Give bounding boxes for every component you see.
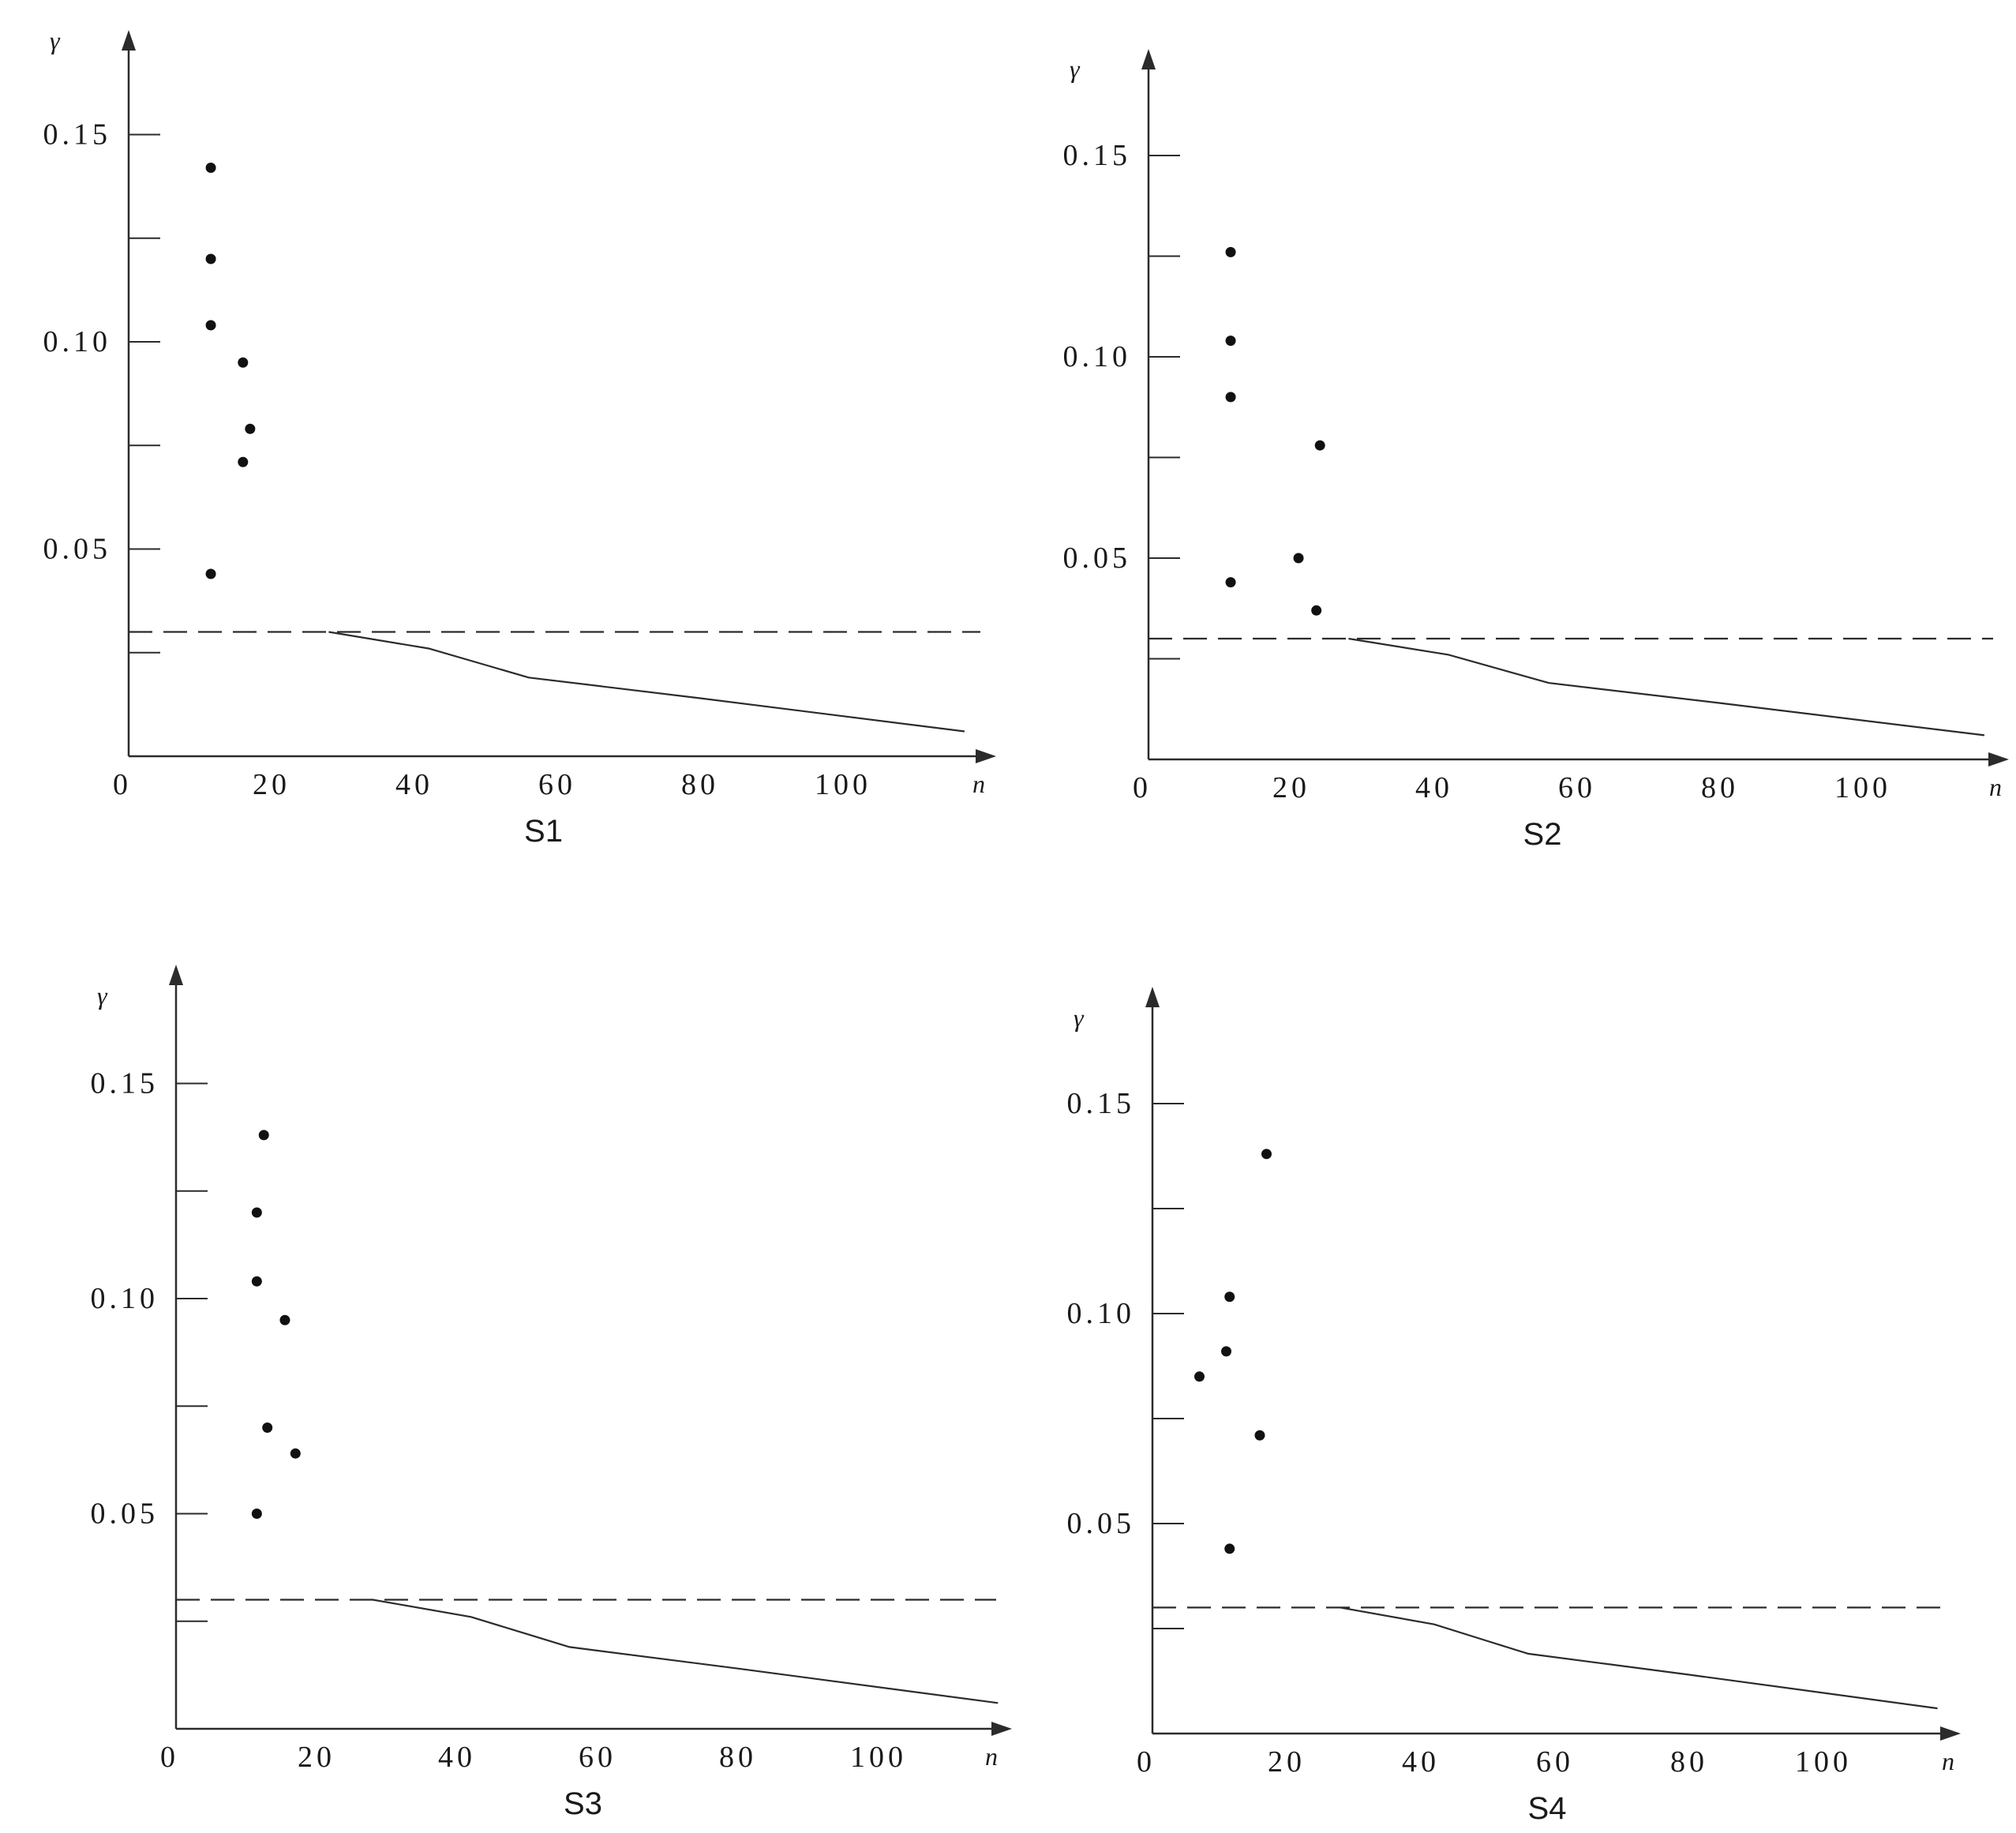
x-tick-label: 0 [160,1741,179,1774]
data-point [1225,392,1236,403]
x-tick-label: 40 [1402,1745,1440,1779]
data-point [205,568,216,579]
y-tick-label: 0.05 [1063,542,1132,575]
panel-s2: n γ 0.05 0.10 0.15 0 20 40 60 80 100 S2 [1063,49,2009,852]
y-tick-label: 0.15 [1067,1087,1136,1120]
x-tick-label: 20 [298,1741,335,1774]
data-point [1225,577,1236,588]
panel-title: S4 [1528,1791,1567,1826]
data-point [205,253,216,264]
data-point [238,357,249,368]
panel-title: S2 [1523,817,1562,852]
panel-title: S3 [564,1786,602,1821]
x-tick-label: 40 [438,1741,476,1774]
x-axis-label: n [972,770,985,798]
data-point [1221,1346,1231,1357]
y-tick-label: 0.15 [1063,139,1132,172]
y-tick-label: 0.10 [43,325,112,358]
panel-title: S1 [524,814,563,849]
data-point [1224,1291,1235,1303]
x-axis-arrow-icon [1988,752,2009,767]
x-tick-label: 100 [1795,1745,1852,1779]
data-point [1311,605,1322,616]
decay-curve [1348,637,1985,737]
x-tick-label: 40 [1415,771,1453,804]
data-point [205,320,216,331]
x-tick-label: 20 [1272,771,1310,804]
x-tick-label: 0 [1133,771,1152,804]
x-tick-label: 100 [1834,771,1891,804]
y-axis-arrow-icon [122,30,136,51]
decay-curve [373,1599,999,1704]
x-tick-label: 60 [538,768,576,801]
data-point [279,1314,290,1325]
data-point [1224,1543,1235,1554]
data-point [1314,440,1325,451]
panel-s1: n γ 0.05 0.10 0.15 0 20 40 60 80 100 S1 [43,26,996,849]
decay-curve [1340,1606,1938,1710]
y-tick-label: 0.15 [91,1067,159,1100]
x-axis-label: n [1989,773,2002,801]
y-axis-arrow-icon [169,965,183,985]
x-tick-label: 0 [1137,1745,1156,1779]
x-tick-label: 100 [850,1741,907,1774]
x-axis-arrow-icon [991,1722,1012,1736]
x-tick-label: 100 [815,768,871,801]
y-tick-label: 0.05 [1067,1507,1136,1540]
x-tick-label: 60 [1536,1745,1574,1779]
data-point [1194,1371,1205,1382]
y-tick-label: 0.10 [1063,340,1132,373]
panel-s3: n γ 0.05 0.10 0.15 0 20 40 60 80 100 S3 [91,965,1012,1821]
x-tick-label: 80 [1670,1745,1708,1779]
data-point [251,1509,262,1519]
data-point [205,163,216,173]
x-tick-label: 60 [1558,771,1596,804]
x-tick-label: 20 [1268,1745,1306,1779]
x-axis-arrow-icon [976,749,996,763]
y-tick-label: 0.15 [43,118,112,152]
data-point [1261,1149,1272,1160]
data-point [1225,246,1236,257]
x-tick-label: 60 [579,1741,616,1774]
y-axis-arrow-icon [1141,49,1156,69]
x-tick-label: 80 [1701,771,1739,804]
y-tick-label: 0.10 [91,1282,159,1315]
x-tick-label: 80 [719,1741,757,1774]
data-point [251,1276,262,1287]
data-point [245,423,256,434]
y-axis-label: γ [50,26,61,54]
data-point [251,1207,262,1218]
x-tick-label: 80 [681,768,719,801]
y-tick-label: 0.10 [1067,1297,1136,1330]
data-point [1225,335,1236,347]
y-tick-label: 0.05 [91,1498,159,1531]
data-point [238,456,249,467]
y-tick-label: 0.05 [43,533,112,566]
x-axis-label: n [985,1742,998,1771]
y-axis-arrow-icon [1145,987,1160,1007]
y-axis-label: γ [97,981,108,1010]
x-tick-label: 0 [113,768,132,801]
x-tick-label: 40 [395,768,433,801]
x-axis-arrow-icon [1940,1726,1961,1741]
data-point [258,1130,269,1141]
data-point [1293,553,1304,564]
data-point [1254,1430,1265,1441]
y-axis-label: γ [1074,1003,1085,1032]
decay-curve [328,631,965,733]
x-tick-label: 20 [253,768,290,801]
data-point [290,1448,301,1459]
panel-s4: n γ 0.05 0.10 0.15 0 20 40 60 80 100 S4 [1067,987,1961,1826]
y-axis-label: γ [1070,54,1081,83]
data-point [262,1423,273,1433]
x-axis-label: n [1942,1747,1954,1775]
